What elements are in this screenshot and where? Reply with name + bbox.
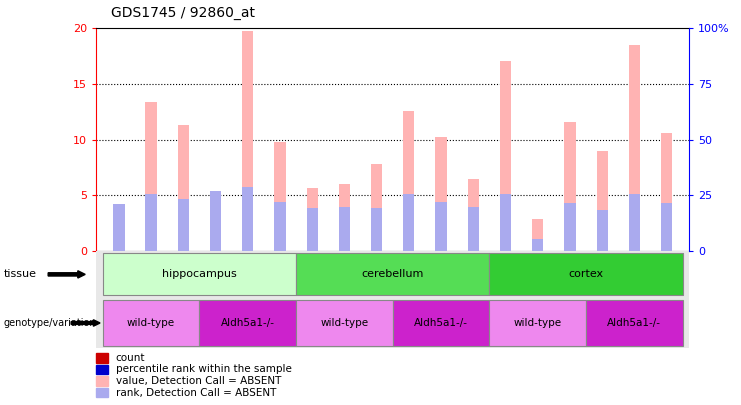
Text: Aldh5a1-/-: Aldh5a1-/- (414, 318, 468, 328)
Bar (436, 137, 447, 251)
Bar (597, 210, 608, 251)
Bar (500, 61, 511, 251)
Bar (103, 254, 296, 295)
Bar (96, 364, 108, 374)
Bar (210, 191, 221, 251)
Bar (371, 164, 382, 251)
Bar (565, 203, 576, 251)
Text: GDS1745 / 92860_at: GDS1745 / 92860_at (111, 6, 255, 20)
Bar (113, 204, 124, 251)
Text: wild-type: wild-type (320, 318, 368, 328)
Bar (199, 300, 296, 346)
Bar (489, 254, 682, 295)
Bar (586, 300, 682, 346)
Bar (145, 194, 157, 251)
Bar (210, 191, 221, 251)
Bar (532, 219, 543, 251)
Bar (178, 125, 189, 251)
Text: rank, Detection Call = ABSENT: rank, Detection Call = ABSENT (116, 388, 276, 398)
Text: wild-type: wild-type (127, 318, 175, 328)
Bar (307, 208, 318, 251)
Bar (393, 300, 489, 346)
Bar (274, 142, 285, 251)
Text: percentile rank within the sample: percentile rank within the sample (116, 364, 291, 374)
Bar (103, 300, 199, 346)
Bar (500, 194, 511, 251)
Text: cortex: cortex (568, 269, 604, 279)
Bar (274, 202, 285, 251)
Bar (296, 254, 489, 295)
Text: Aldh5a1-/-: Aldh5a1-/- (221, 318, 275, 328)
Bar (403, 194, 414, 251)
Bar (145, 102, 157, 251)
Bar (96, 388, 108, 397)
Bar (436, 202, 447, 251)
Text: genotype/variation: genotype/variation (4, 318, 96, 328)
Bar (661, 133, 672, 251)
Text: count: count (116, 353, 145, 363)
Text: hippocampus: hippocampus (162, 269, 237, 279)
Bar (628, 194, 640, 251)
Bar (242, 186, 253, 251)
Bar (628, 45, 640, 251)
Bar (242, 30, 253, 251)
Bar (565, 122, 576, 251)
Bar (403, 111, 414, 251)
Bar (371, 208, 382, 251)
Bar (532, 239, 543, 251)
Bar (597, 151, 608, 251)
Bar (339, 207, 350, 251)
Text: Aldh5a1-/-: Aldh5a1-/- (608, 318, 662, 328)
Bar (468, 179, 479, 251)
Bar (661, 203, 672, 251)
Bar (113, 205, 124, 251)
Bar (296, 300, 393, 346)
Bar (339, 184, 350, 251)
Bar (96, 353, 108, 362)
Bar (178, 199, 189, 251)
Bar (96, 376, 108, 386)
Text: value, Detection Call = ABSENT: value, Detection Call = ABSENT (116, 376, 281, 386)
Text: cerebellum: cerebellum (362, 269, 424, 279)
Bar (489, 300, 586, 346)
Bar (307, 188, 318, 251)
Text: wild-type: wild-type (514, 318, 562, 328)
Text: tissue: tissue (4, 269, 37, 279)
Bar (468, 207, 479, 251)
